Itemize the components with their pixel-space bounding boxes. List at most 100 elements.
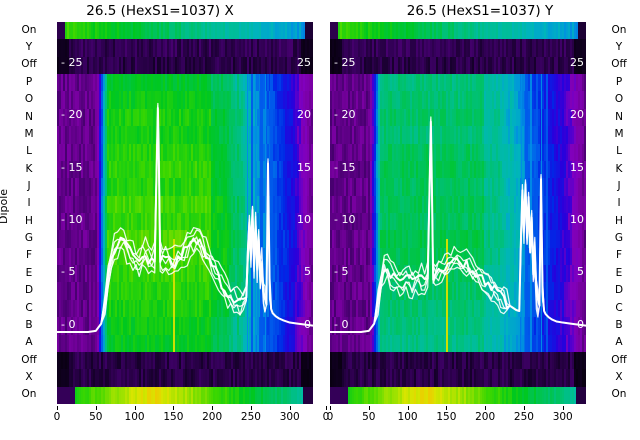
dipole-category-label: J (617, 179, 621, 192)
dipole-category-label: F (25, 249, 33, 262)
x-tick-mark (562, 406, 564, 410)
heatmap-row (57, 160, 313, 179)
heatmap-marker (173, 239, 175, 352)
dipole-category-label: On (611, 388, 627, 401)
dipole-category-label: Y (615, 41, 623, 54)
dipole-category-label: E (25, 266, 33, 279)
heatmap-row (57, 386, 313, 404)
dipole-category-label: Off (21, 58, 37, 71)
heatmap-row (57, 22, 313, 40)
dipole-category-label: X (25, 370, 33, 383)
heatmap-row (330, 369, 586, 388)
heatmap-spike-column (530, 74, 532, 352)
heatmap-row (57, 282, 313, 301)
inner-y-tick-label: - 5 (334, 265, 349, 279)
inner-y-tick-label: 5 (304, 265, 311, 279)
x-tick-label: 0 (53, 411, 61, 423)
dipole-category-label: J (27, 179, 31, 192)
inner-y-tick-label: - 0 (334, 317, 349, 331)
inner-y-tick-label: - 20 (334, 108, 356, 122)
dipole-category-label: G (614, 232, 624, 245)
heatmap-plot-x[interactable]: - 25 25 - 20 20 - 15 15 - 10 10 - 5 5 - 0 0 (57, 22, 313, 404)
dipole-category-label: O (614, 93, 624, 106)
inner-y-tick-label: 0 (304, 317, 311, 331)
dipole-category-label: On (611, 23, 627, 36)
profile-trace (57, 104, 313, 333)
dipole-category-label: Y (25, 41, 33, 54)
heatmap-row (57, 369, 313, 388)
dipole-category-label: N (25, 110, 33, 123)
inner-y-tick-label: - 25 (334, 55, 356, 69)
x-tick-mark (95, 406, 97, 410)
dipole-category-label: H (25, 214, 33, 227)
profile-trace (57, 108, 313, 333)
profile-trace (330, 120, 586, 333)
dipole-category-label: D (24, 284, 34, 297)
inner-y-tick-label: - 15 (61, 160, 83, 174)
heatmap-row (330, 351, 586, 370)
inner-y-tick-label: 10 (297, 212, 311, 226)
x-tick-mark (212, 406, 214, 410)
x-tick-mark (134, 406, 136, 410)
panel-y-title: 26.5 (HexS1=1037) Y (406, 3, 554, 19)
heatmap-row (57, 351, 313, 370)
x-tick-label: 0 (326, 411, 334, 423)
dipole-category-label: A (615, 336, 623, 349)
profile-trace (330, 122, 586, 333)
inner-y-tick-label: - 20 (61, 108, 83, 122)
profile-trace (57, 109, 313, 333)
heatmap-row (57, 39, 313, 58)
inner-y-tick-label: 10 (570, 212, 584, 226)
dipole-category-label: K (615, 162, 623, 175)
dipole-category-label: B (615, 318, 623, 331)
x-tick-mark (57, 406, 58, 410)
heatmap-row (57, 195, 313, 214)
dipole-category-label: D (614, 284, 624, 297)
dipole-category-label: On (21, 388, 37, 401)
dipole-category-label: B (25, 318, 33, 331)
x-tick-mark (485, 406, 487, 410)
x-tick-label: 250 (513, 411, 534, 423)
dipole-category-label: X (615, 370, 623, 383)
x-tick-mark (330, 406, 331, 410)
x-tick-label: 250 (240, 411, 261, 423)
dipole-category-label: K (25, 162, 33, 175)
heatmap-plot-y[interactable]: - 25 25 - 20 20 - 15 15 - 10 10 - 5 5 - 0 0 (330, 22, 586, 404)
dipole-category-label: C (615, 301, 623, 314)
x-tick-mark (446, 406, 448, 410)
dipole-category-label: P (615, 75, 623, 88)
heatmap-row (57, 108, 313, 127)
x-tick-mark (407, 406, 409, 410)
x-tick-label: 100 (397, 411, 418, 423)
dipole-category-label: Off (611, 353, 627, 366)
x-tick-mark (368, 406, 370, 410)
profile-trace (330, 118, 586, 333)
heatmap-row (57, 56, 313, 75)
inner-y-tick-label: 25 (570, 55, 584, 69)
x-tick-label: 150 (436, 411, 457, 423)
heatmap-row (57, 265, 313, 284)
inner-y-tick-label: - 0 (61, 317, 76, 331)
profile-trace (57, 112, 313, 333)
panel-y: 26.5 (HexS1=1037) Y - 25 25- 20 20- 15 15- … (320, 0, 640, 440)
category-axis-right: On Y Off P O N M L K J I H G F E D C B A Off X On (604, 0, 634, 440)
profile-trace (330, 126, 586, 333)
heatmap-spike-column (545, 74, 549, 352)
inner-y-tick-label: 15 (570, 160, 584, 174)
heatmap-row (57, 317, 313, 336)
dipole-category-label: L (26, 145, 32, 158)
x-tick-mark (326, 406, 327, 410)
dipole-category-label: Off (21, 353, 37, 366)
x-tick-label: 50 (89, 411, 103, 423)
heatmap-row (330, 39, 586, 58)
x-tick-label: 50 (362, 411, 376, 423)
dipole-category-label: I (27, 197, 31, 210)
dipole-category-label: F (615, 249, 623, 262)
x-tick-mark (289, 406, 291, 410)
x-tick-label: 200 (202, 411, 223, 423)
heatmap-spike-column (535, 74, 539, 352)
x-tick-mark (173, 406, 175, 410)
dipole-category-label: C (25, 301, 33, 314)
heatmap-spike-column (264, 74, 267, 352)
inner-y-tick-label: 25 (297, 55, 311, 69)
